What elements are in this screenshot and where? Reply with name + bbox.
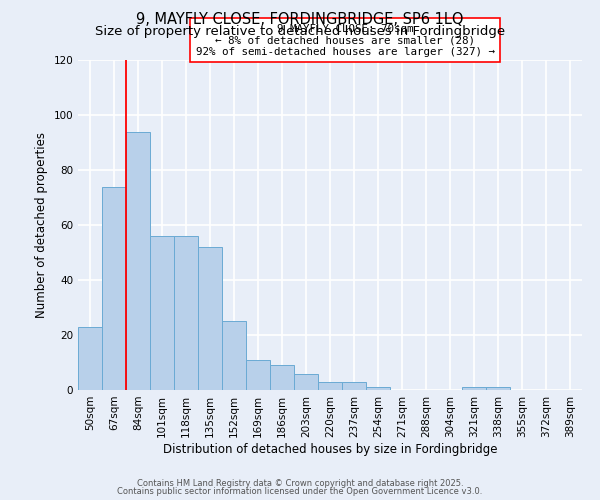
Bar <box>270 365 294 390</box>
Bar <box>462 387 486 390</box>
Bar <box>294 374 318 390</box>
Text: Contains HM Land Registry data © Crown copyright and database right 2025.: Contains HM Land Registry data © Crown c… <box>137 478 463 488</box>
Bar <box>174 236 198 390</box>
Bar <box>486 387 510 390</box>
Text: 9, MAYFLY CLOSE, FORDINGBRIDGE, SP6 1LQ: 9, MAYFLY CLOSE, FORDINGBRIDGE, SP6 1LQ <box>136 12 464 28</box>
Text: 9 MAYFLY CLOSE: 70sqm
← 8% of detached houses are smaller (28)
92% of semi-detac: 9 MAYFLY CLOSE: 70sqm ← 8% of detached h… <box>196 24 494 56</box>
Bar <box>126 132 150 390</box>
Y-axis label: Number of detached properties: Number of detached properties <box>35 132 48 318</box>
Bar <box>222 322 246 390</box>
Bar <box>246 360 270 390</box>
Text: Size of property relative to detached houses in Fordingbridge: Size of property relative to detached ho… <box>95 25 505 38</box>
Bar <box>78 327 102 390</box>
Bar <box>342 382 366 390</box>
Bar <box>198 247 222 390</box>
Bar <box>150 236 174 390</box>
Text: Contains public sector information licensed under the Open Government Licence v3: Contains public sector information licen… <box>118 487 482 496</box>
Bar <box>366 387 390 390</box>
Bar <box>102 186 126 390</box>
Bar <box>318 382 342 390</box>
X-axis label: Distribution of detached houses by size in Fordingbridge: Distribution of detached houses by size … <box>163 442 497 456</box>
